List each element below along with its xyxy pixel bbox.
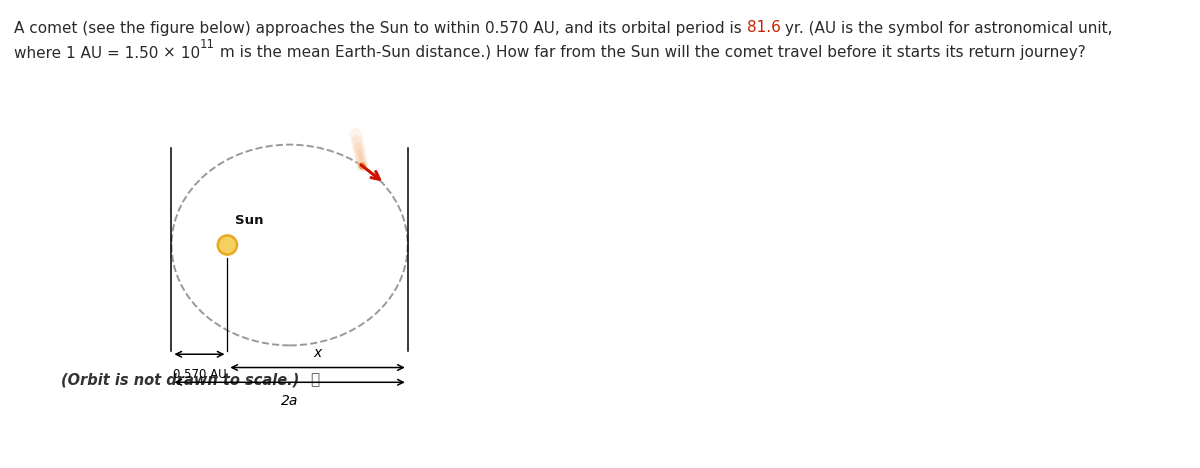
Text: ⓘ: ⓘ bbox=[310, 373, 319, 388]
Text: ×: × bbox=[163, 45, 176, 60]
Text: 11: 11 bbox=[200, 38, 215, 51]
Text: yr. (AU is the symbol for astronomical unit,: yr. (AU is the symbol for astronomical u… bbox=[780, 21, 1114, 36]
Text: 0.570 AU: 0.570 AU bbox=[173, 367, 227, 380]
Text: A comet (see the figure below) approaches the Sun to within 0.570 AU, and its or: A comet (see the figure below) approache… bbox=[14, 21, 746, 36]
Text: 2a: 2a bbox=[281, 394, 299, 408]
Text: 81.6: 81.6 bbox=[746, 21, 780, 36]
Text: (Orbit is not drawn to scale.): (Orbit is not drawn to scale.) bbox=[61, 373, 299, 388]
Circle shape bbox=[359, 162, 366, 169]
Text: 10: 10 bbox=[176, 45, 200, 60]
Text: x: x bbox=[313, 346, 322, 360]
Text: where 1 AU = 1.50: where 1 AU = 1.50 bbox=[14, 45, 163, 60]
Text: Sun: Sun bbox=[235, 214, 263, 227]
Circle shape bbox=[217, 235, 236, 255]
Text: m is the mean Earth-Sun distance.) How far from the Sun will the comet travel be: m is the mean Earth-Sun distance.) How f… bbox=[215, 45, 1086, 60]
